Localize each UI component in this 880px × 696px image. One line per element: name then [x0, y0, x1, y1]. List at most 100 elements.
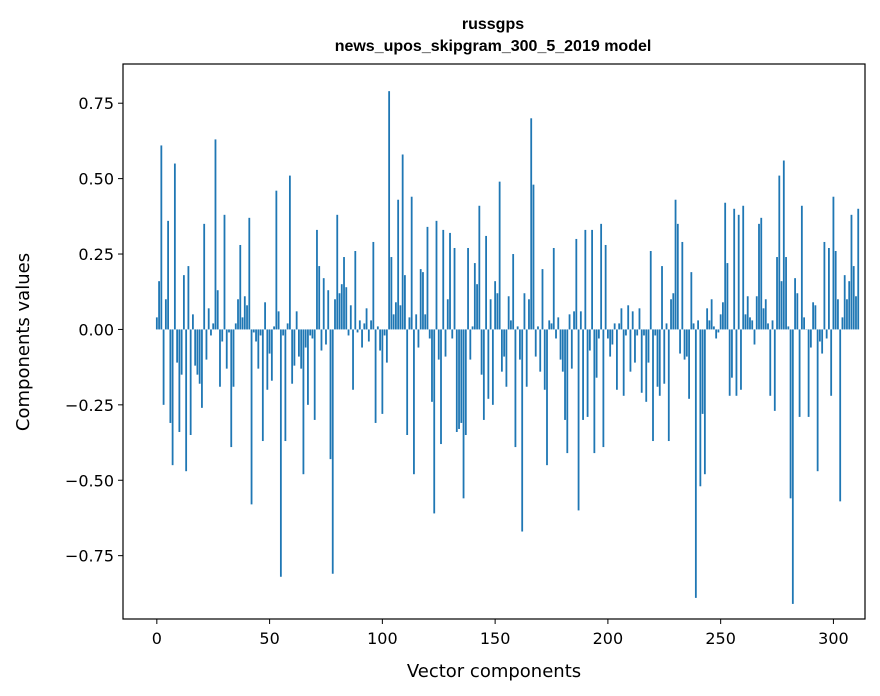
bar: [852, 266, 855, 330]
bar: [327, 290, 330, 330]
bar: [361, 329, 363, 348]
bar: [764, 299, 767, 330]
bar: [586, 329, 589, 417]
bar: [304, 329, 307, 348]
bar: [437, 329, 440, 360]
bar: [701, 329, 704, 414]
bar: [225, 329, 228, 369]
bar: [514, 329, 517, 448]
bar: [440, 329, 442, 445]
bar: [298, 329, 300, 357]
bar: [611, 329, 614, 345]
bar: [579, 311, 582, 330]
bar: [487, 329, 490, 399]
bar: [597, 329, 600, 339]
bar: [570, 329, 573, 369]
y-tick-label: 0.00: [78, 320, 114, 339]
bar: [476, 284, 478, 330]
y-tick-label: −0.50: [65, 471, 114, 490]
bar: [794, 278, 796, 330]
bar: [365, 308, 368, 330]
bar: [340, 284, 343, 330]
bar: [850, 214, 853, 330]
bar: [376, 326, 379, 330]
bar: [196, 329, 199, 375]
bar: [658, 329, 661, 396]
bar: [541, 269, 544, 330]
bar: [343, 257, 345, 330]
bar: [458, 329, 460, 429]
bar: [381, 329, 384, 414]
bar: [167, 220, 169, 330]
bar: [809, 329, 812, 348]
bar: [228, 329, 230, 333]
bar: [169, 329, 172, 423]
bar: [773, 329, 776, 411]
bar: [699, 329, 702, 487]
bar: [234, 323, 237, 330]
bar: [214, 139, 217, 330]
bar: [266, 329, 269, 390]
bar: [178, 329, 181, 432]
bar: [210, 329, 212, 336]
bar: [834, 251, 837, 330]
y-axis-ticks: −0.75 −0.50 −0.25 0.00 0.25 0.50 0.75: [65, 94, 123, 566]
bar: [818, 329, 821, 342]
bar: [555, 329, 557, 339]
bar: [749, 317, 751, 330]
bar: [426, 226, 429, 330]
bar: [291, 329, 294, 384]
bar: [548, 320, 551, 330]
x-tick-label: 250: [705, 629, 736, 648]
bar: [665, 323, 668, 330]
bar: [219, 329, 221, 387]
bar: [519, 329, 521, 360]
x-tick-label: 200: [593, 629, 624, 648]
bar: [180, 329, 183, 375]
bar: [582, 329, 584, 420]
bar: [248, 217, 251, 330]
bar: [270, 329, 273, 381]
bar: [379, 329, 381, 351]
bar: [273, 326, 275, 330]
bar: [401, 154, 404, 330]
bar: [751, 320, 754, 330]
bar: [620, 308, 623, 330]
bar: [681, 241, 684, 330]
bar: [609, 329, 612, 357]
bar: [791, 329, 794, 604]
bar: [731, 329, 733, 378]
bar: [638, 308, 641, 330]
bar: [712, 326, 715, 330]
bar: [742, 205, 745, 330]
bar: [331, 329, 334, 574]
bar: [843, 275, 846, 330]
bar: [259, 329, 262, 336]
bar: [561, 329, 564, 372]
bar: [354, 251, 357, 330]
bar: [616, 329, 618, 390]
bar: [534, 329, 537, 357]
bar: [189, 329, 192, 435]
x-tick-label: 300: [818, 629, 849, 648]
bar: [268, 329, 271, 354]
bar: [525, 329, 528, 387]
bar: [726, 263, 729, 330]
bar: [295, 311, 298, 330]
y-tick-label: 0.25: [78, 245, 114, 264]
bar: [464, 329, 467, 435]
bar: [415, 314, 418, 330]
bar: [830, 329, 833, 396]
bar: [494, 281, 497, 330]
bar: [857, 208, 860, 330]
bar: [771, 320, 774, 330]
bar: [785, 257, 787, 330]
bar: [275, 190, 278, 330]
bar: [523, 293, 526, 330]
bar: [769, 329, 772, 396]
bar: [543, 329, 546, 390]
bar: [622, 329, 625, 396]
bar: [546, 329, 548, 466]
bar: [505, 329, 508, 387]
